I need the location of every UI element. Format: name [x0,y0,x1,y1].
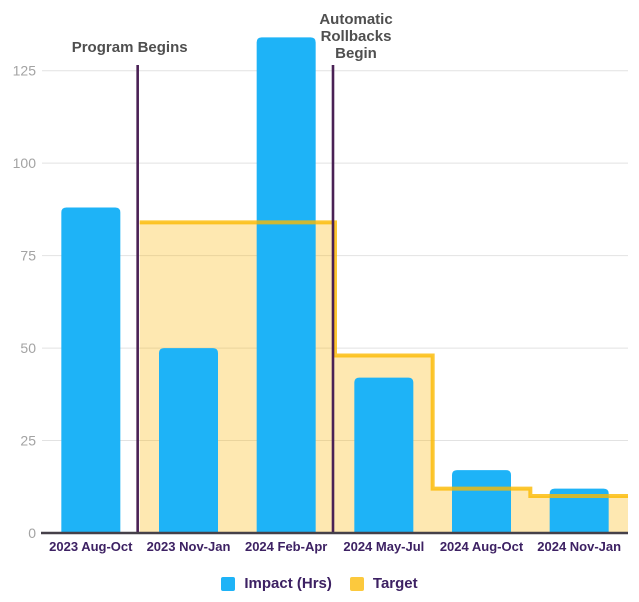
impact-swatch-icon [221,576,236,591]
impact-bar-2024-aug-oct[interactable] [452,470,511,533]
annotation-label-automatic-rollbacks-begin: Automatic [319,11,392,28]
chart-legend: Impact (Hrs) Target [0,575,639,592]
xtick-label-2024-may-jul: 2024 May-Jul [343,539,424,554]
ytick-label-50: 50 [20,340,36,356]
ytick-label-75: 75 [20,248,36,264]
legend-label-target: Target [372,575,418,592]
chart-canvas[interactable]: 0 25 50 75 100 125 Program Begins AutomaticRoll… [0,0,639,560]
legend-item-impact[interactable]: Impact (Hrs) [221,575,332,592]
xtick-label-2024-nov-jan: 2024 Nov-Jan [537,539,621,554]
target-swatch-icon [349,576,364,591]
xtick-label-2024-feb-apr: 2024 Feb-Apr [245,539,327,554]
annotation-label-automatic-rollbacks-begin: Rollbacks [321,28,392,45]
impact-bar-2023-nov-jan[interactable] [159,348,218,533]
annotation-label-program-begins: Program Begins [72,39,188,56]
xtick-label-2023-aug-oct: 2023 Aug-Oct [49,539,133,554]
xtick-label-2023-nov-jan: 2023 Nov-Jan [147,539,231,554]
target-step-line[interactable] [139,220,628,499]
annotation-label-automatic-rollbacks-begin: Begin [335,45,377,62]
impact-bar-2024-nov-jan[interactable] [549,488,609,533]
ytick-label-100: 100 [13,155,37,171]
impact-bar-2024-feb-apr[interactable] [256,37,316,533]
ytick-label-125: 125 [13,63,37,79]
impact-bar-2024-may-jul[interactable] [354,377,414,533]
legend-item-target[interactable]: Target [349,575,418,592]
xtick-label-2024-aug-oct: 2024 Aug-Oct [440,539,524,554]
ytick-label-0: 0 [28,525,36,541]
ytick-label-25: 25 [20,433,36,449]
impact-bar-2023-aug-oct[interactable] [61,207,121,533]
legend-label-impact: Impact (Hrs) [244,575,332,592]
